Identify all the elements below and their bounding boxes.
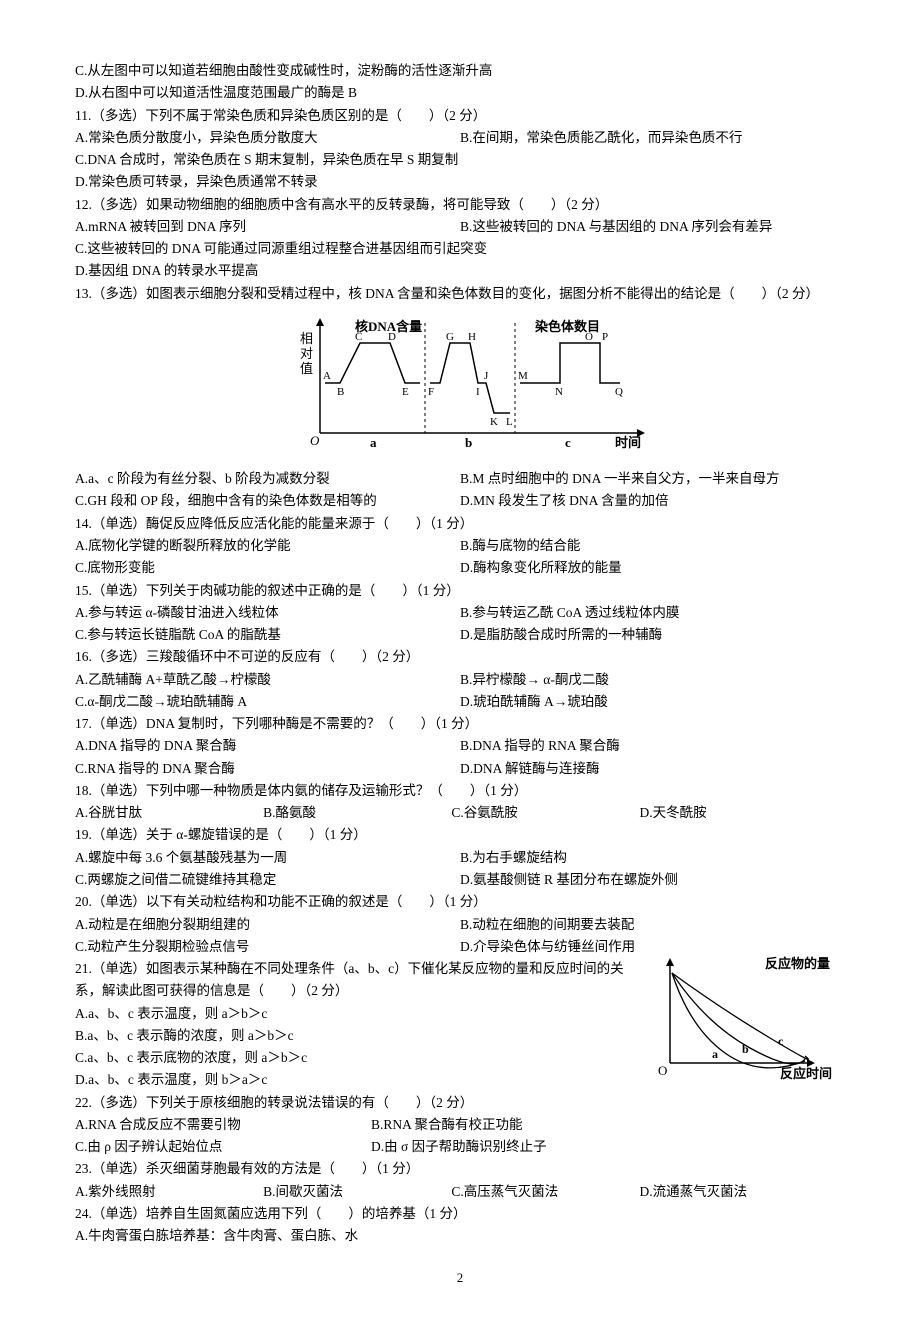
svg-text:D: D xyxy=(388,331,396,343)
svg-text:A: A xyxy=(323,370,331,382)
q20-opt-b: B.动粒在细胞的间期要去装配 xyxy=(460,917,634,932)
svg-text:Q: Q xyxy=(615,386,623,398)
q11-opt-d: D.常染色质可转录，异染色质通常不转录 xyxy=(75,171,845,193)
svg-text:L: L xyxy=(506,416,513,428)
svg-text:K: K xyxy=(490,416,498,428)
svg-text:c: c xyxy=(778,1034,784,1048)
q10-opt-d: D.从右图中可以知道活性温度范围最广的酶是 B xyxy=(75,82,845,104)
svg-text:F: F xyxy=(428,386,434,398)
svg-text:J: J xyxy=(484,370,489,382)
q16-opt-a: A.乙酰辅酶 A+草酰乙酸→柠檬酸 xyxy=(75,672,271,687)
q19-stem: 19.（单选）关于 α-螺旋错误的是（ ）（1 分） xyxy=(75,824,845,846)
q23-opt-c: C.高压蒸气灭菌法 xyxy=(451,1181,636,1203)
q20-opt-a: A.动粒是在细胞分裂期组建的 xyxy=(75,917,250,932)
q15-opt-b: B.参与转运乙酰 CoA 透过线粒体内膜 xyxy=(460,605,679,620)
q19-opt-c: C.两螺旋之间借二硫键维持其稳定 xyxy=(75,872,276,887)
q14-opt-a: A.底物化学键的断裂所释放的化学能 xyxy=(75,538,291,553)
q21-chart: 反应物的量 反应时间 O a b c xyxy=(650,953,845,1090)
svg-text:O: O xyxy=(585,331,593,343)
q22-opt-c: C.由 ρ 因子辨认起始位点 xyxy=(75,1136,368,1158)
q20-stem: 20.（单选）以下有关动粒结构和功能不正确的叙述是（ ）（1 分） xyxy=(75,891,845,913)
svg-text:对: 对 xyxy=(300,346,313,361)
svg-text:B: B xyxy=(337,386,344,398)
svg-text:H: H xyxy=(468,331,476,343)
q24-stem: 24.（单选）培养自生固氮菌应选用下列（ ）的培养基（1 分） xyxy=(75,1203,845,1225)
q14-stem: 14.（单选）酶促反应降低反应活化能的能量来源于（ ）（1 分） xyxy=(75,513,845,535)
q22-stem: 22.（多选）下列关于原核细胞的转录说法错误的有（ ）（2 分） xyxy=(75,1092,845,1114)
q16-opt-b: B.异柠檬酸→ α-酮戊二酸 xyxy=(460,672,609,687)
q16-opt-d: D.琥珀酰辅酶 A→琥珀酸 xyxy=(460,694,608,709)
q13-opt-c: C.GH 段和 OP 段，细胞中含有的染色体数是相等的 xyxy=(75,493,377,508)
svg-text:a: a xyxy=(712,1047,718,1061)
q12-opt-b: B.这些被转回的 DNA 与基因组的 DNA 序列会有差异 xyxy=(460,219,772,234)
q18-opt-d: D.天冬酰胺 xyxy=(640,802,825,824)
q17-opt-c: C.RNA 指导的 DNA 聚合酶 xyxy=(75,761,235,776)
q15-opt-a: A.参与转运 α-磷酸甘油进入线粒体 xyxy=(75,605,279,620)
q17-opt-d: D.DNA 解链酶与连接酶 xyxy=(460,761,600,776)
ylabel-char1: 相 xyxy=(300,331,313,346)
svg-text:P: P xyxy=(602,331,608,343)
q23-opt-d: D.流通蒸气灭菌法 xyxy=(640,1181,825,1203)
q13-diagram: 相 对 值 核DNA含量 染色体数目 A B C D E F G H I J K… xyxy=(75,313,845,460)
q24-opt-a: A.牛肉膏蛋白胨培养基：含牛肉膏、蛋白胨、水 xyxy=(75,1225,845,1247)
q14-opt-c: C.底物形变能 xyxy=(75,560,155,575)
q15-stem: 15.（单选）下列关于肉碱功能的叙述中正确的是（ ）（1 分） xyxy=(75,580,845,602)
q18-opt-a: A.谷胱甘肽 xyxy=(75,802,260,824)
q12-opt-d: D.基因组 DNA 的转录水平提高 xyxy=(75,260,845,282)
svg-text:I: I xyxy=(476,386,480,398)
q13-opt-d: D.MN 段发生了核 DNA 含量的加倍 xyxy=(460,493,669,508)
q18-opt-c: C.谷氨酰胺 xyxy=(451,802,636,824)
q11-stem: 11.（多选）下列不属于常染色质和异染色质区别的是（ ）（2 分） xyxy=(75,105,845,127)
q23-stem: 23.（单选）杀灭细菌芽胞最有效的方法是（ ）（1 分） xyxy=(75,1158,845,1180)
q22-opt-a: A.RNA 合成反应不需要引物 xyxy=(75,1114,368,1136)
q23-opt-a: A.紫外线照射 xyxy=(75,1181,260,1203)
svg-text:c: c xyxy=(565,435,571,450)
q12-stem: 12.（多选）如果动物细胞的细胞质中含有高水平的反转录酶，将可能导致（ ）（2 … xyxy=(75,194,845,216)
q12-opt-a: A.mRNA 被转回到 DNA 序列 xyxy=(75,219,246,234)
q22-opt-d: D.由 σ 因子帮助酶识别终止子 xyxy=(371,1136,547,1158)
svg-text:N: N xyxy=(555,386,563,398)
svg-text:E: E xyxy=(402,386,409,398)
svg-text:反应时间: 反应时间 xyxy=(780,1066,832,1081)
q20-opt-c: C.动粒产生分裂期检验点信号 xyxy=(75,939,249,954)
svg-text:O: O xyxy=(310,433,320,448)
svg-text:b: b xyxy=(742,1042,749,1056)
q10-opt-c: C.从左图中可以知道若细胞由酸性变成碱性时，淀粉酶的活性逐渐升高 xyxy=(75,60,845,82)
q11-opt-a: A.常染色质分散度小，异染色质分散度大 xyxy=(75,130,318,145)
q15-opt-d: D.是脂肪酸合成时所需的一种辅酶 xyxy=(460,627,662,642)
q19-opt-a: A.螺旋中每 3.6 个氨基酸残基为一周 xyxy=(75,850,287,865)
q16-opt-c: C.α-酮戊二酸→琥珀酰辅酶 A xyxy=(75,694,247,709)
svg-text:C: C xyxy=(355,331,362,343)
svg-text:反应物的量: 反应物的量 xyxy=(765,956,830,971)
q12-opt-c: C.这些被转回的 DNA 可能通过同源重组过程整合进基因组而引起突变 xyxy=(75,238,845,260)
q13-stem: 13.（多选）如图表示细胞分裂和受精过程中，核 DNA 含量和染色体数目的变化，… xyxy=(75,283,845,305)
q19-opt-d: D.氨基酸侧链 R 基团分布在螺旋外侧 xyxy=(460,872,678,887)
svg-text:时间: 时间 xyxy=(615,435,641,450)
svg-text:M: M xyxy=(518,370,528,382)
q18-opt-b: B.酪氨酸 xyxy=(263,802,448,824)
q16-stem: 16.（多选）三羧酸循环中不可逆的反应有（ ）（2 分） xyxy=(75,646,845,668)
q18-stem: 18.（单选）下列中哪一种物质是体内氨的储存及运输形式？（ ）（1 分） xyxy=(75,780,845,802)
q17-opt-b: B.DNA 指导的 RNA 聚合酶 xyxy=(460,738,620,753)
svg-text:b: b xyxy=(465,435,472,450)
q14-opt-d: D.酶构象变化所释放的能量 xyxy=(460,560,622,575)
q13-opt-a: A.a、c 阶段为有丝分裂、b 阶段为减数分裂 xyxy=(75,471,330,486)
svg-text:G: G xyxy=(446,331,454,343)
q11-opt-b: B.在间期，常染色质能乙酰化，而异染色质不行 xyxy=(460,130,742,145)
page-number: 2 xyxy=(75,1267,845,1288)
svg-text:值: 值 xyxy=(300,361,313,376)
q17-opt-a: A.DNA 指导的 DNA 聚合酶 xyxy=(75,738,236,753)
q13-opt-b: B.M 点时细胞中的 DNA 一半来自父方，一半来自母方 xyxy=(460,471,780,486)
q22-opt-b: B.RNA 聚合酶有校正功能 xyxy=(371,1114,523,1136)
q20-opt-d: D.介导染色体与纺锤丝间作用 xyxy=(460,939,635,954)
q19-opt-b: B.为右手螺旋结构 xyxy=(460,850,567,865)
svg-text:a: a xyxy=(370,435,377,450)
q17-stem: 17.（单选）DNA 复制时，下列哪种酶是不需要的？（ ）（1 分） xyxy=(75,713,845,735)
svg-text:O: O xyxy=(658,1063,667,1078)
q11-opt-c: C.DNA 合成时，常染色质在 S 期末复制，异染色质在早 S 期复制 xyxy=(75,149,845,171)
q15-opt-c: C.参与转运长链脂酰 CoA 的脂酰基 xyxy=(75,627,281,642)
q14-opt-b: B.酶与底物的结合能 xyxy=(460,538,580,553)
q23-opt-b: B.间歇灭菌法 xyxy=(263,1181,448,1203)
